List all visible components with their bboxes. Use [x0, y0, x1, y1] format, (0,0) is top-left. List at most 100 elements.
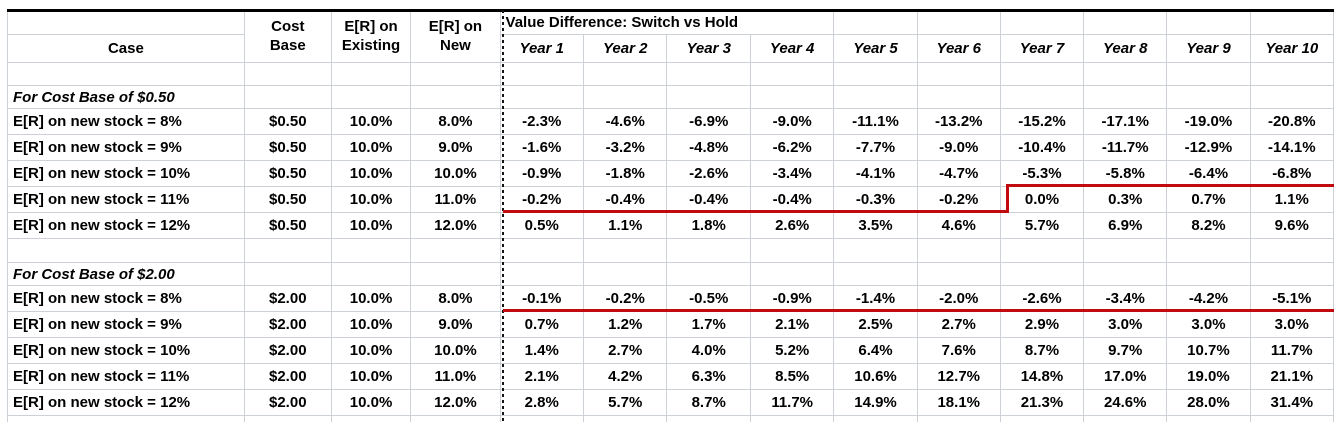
- cost-base-cell[interactable]: $2.00: [243, 311, 332, 338]
- value-cell-year-1[interactable]: 0.7%: [499, 311, 585, 338]
- value-cell-year-10[interactable]: -20.8%: [1249, 108, 1334, 135]
- empty-cell[interactable]: [1083, 262, 1168, 286]
- empty-cell[interactable]: [666, 415, 751, 422]
- value-cell-year-7[interactable]: 2.9%: [999, 311, 1085, 338]
- header-year-2[interactable]: Year 2: [582, 34, 668, 63]
- value-cell-year-5[interactable]: -11.1%: [833, 108, 918, 135]
- er-new-cell[interactable]: 9.0%: [410, 134, 501, 161]
- value-cell-year-5[interactable]: -0.3%: [833, 186, 918, 213]
- empty-cell[interactable]: [916, 415, 1001, 422]
- case-cell[interactable]: E[R] on new stock = 9%: [7, 134, 245, 161]
- empty-cell[interactable]: [833, 238, 918, 263]
- er-new-cell[interactable]: 8.0%: [410, 285, 501, 312]
- cost-base-cell[interactable]: $0.50: [243, 212, 332, 239]
- cost-base-cell[interactable]: $0.50: [243, 160, 332, 187]
- value-cell-year-2[interactable]: 1.1%: [582, 212, 668, 239]
- value-cell-year-1[interactable]: -2.3%: [499, 108, 585, 135]
- er-existing-cell[interactable]: 10.0%: [330, 363, 412, 390]
- cost-base-cell[interactable]: $2.00: [243, 337, 332, 364]
- value-cell-year-3[interactable]: -0.5%: [666, 285, 751, 312]
- empty-cell[interactable]: [7, 238, 245, 263]
- empty-header-cell[interactable]: [1166, 10, 1251, 35]
- value-cell-year-1[interactable]: 2.8%: [499, 389, 585, 416]
- value-cell-year-8[interactable]: 24.6%: [1083, 389, 1168, 416]
- value-cell-year-9[interactable]: 19.0%: [1166, 363, 1251, 390]
- er-new-cell[interactable]: 12.0%: [410, 212, 501, 239]
- value-cell-year-3[interactable]: 8.7%: [666, 389, 751, 416]
- value-cell-year-2[interactable]: 5.7%: [582, 389, 668, 416]
- value-cell-year-3[interactable]: 6.3%: [666, 363, 751, 390]
- value-cell-year-1[interactable]: 1.4%: [499, 337, 585, 364]
- value-cell-year-1[interactable]: 0.5%: [499, 212, 585, 239]
- value-cell-year-10[interactable]: -6.8%: [1249, 160, 1334, 187]
- empty-header-cell[interactable]: [1249, 10, 1334, 35]
- empty-cell[interactable]: [499, 415, 585, 422]
- case-cell[interactable]: E[R] on new stock = 10%: [7, 160, 245, 187]
- value-cell-year-10[interactable]: -5.1%: [1249, 285, 1334, 312]
- value-cell-year-4[interactable]: -9.0%: [749, 108, 835, 135]
- er-new-cell[interactable]: 10.0%: [410, 337, 501, 364]
- er-existing-cell[interactable]: 10.0%: [330, 108, 412, 135]
- empty-cell[interactable]: [833, 415, 918, 422]
- value-cell-year-2[interactable]: -4.6%: [582, 108, 668, 135]
- value-cell-year-8[interactable]: -3.4%: [1083, 285, 1168, 312]
- value-cell-year-7[interactable]: 14.8%: [999, 363, 1085, 390]
- value-cell-year-10[interactable]: 9.6%: [1249, 212, 1334, 239]
- value-cell-year-8[interactable]: -11.7%: [1083, 134, 1168, 161]
- cost-base-cell[interactable]: $0.50: [243, 108, 332, 135]
- empty-cell[interactable]: [499, 262, 585, 286]
- empty-header-cell[interactable]: [1083, 10, 1168, 35]
- case-cell[interactable]: E[R] on new stock = 11%: [7, 186, 245, 213]
- er-existing-cell[interactable]: 10.0%: [330, 337, 412, 364]
- empty-cell[interactable]: [749, 62, 835, 86]
- value-cell-year-7[interactable]: 0.0%: [999, 186, 1085, 213]
- er-existing-cell[interactable]: 10.0%: [330, 285, 412, 312]
- empty-header-cell[interactable]: [999, 10, 1085, 35]
- empty-cell[interactable]: [749, 415, 835, 422]
- value-cell-year-9[interactable]: 3.0%: [1166, 311, 1251, 338]
- er-existing-cell[interactable]: 10.0%: [330, 186, 412, 213]
- value-cell-year-6[interactable]: -4.7%: [916, 160, 1001, 187]
- value-cell-year-5[interactable]: -1.4%: [833, 285, 918, 312]
- er-new-cell[interactable]: 10.0%: [410, 160, 501, 187]
- value-cell-year-3[interactable]: -0.4%: [666, 186, 751, 213]
- er-new-cell[interactable]: 11.0%: [410, 363, 501, 390]
- case-cell[interactable]: E[R] on new stock = 8%: [7, 108, 245, 135]
- value-cell-year-1[interactable]: -1.6%: [499, 134, 585, 161]
- value-cell-year-6[interactable]: 12.7%: [916, 363, 1001, 390]
- case-cell[interactable]: E[R] on new stock = 10%: [7, 337, 245, 364]
- value-cell-year-9[interactable]: -12.9%: [1166, 134, 1251, 161]
- header-year-8[interactable]: Year 8: [1083, 34, 1168, 63]
- cost-base-cell[interactable]: $2.00: [243, 285, 332, 312]
- section-title-cell[interactable]: For Cost Base of $2.00: [7, 262, 245, 286]
- value-cell-year-5[interactable]: 3.5%: [833, 212, 918, 239]
- empty-cell[interactable]: [916, 262, 1001, 286]
- empty-cell[interactable]: [499, 85, 585, 109]
- value-cell-year-4[interactable]: 2.6%: [749, 212, 835, 239]
- empty-cell[interactable]: [749, 85, 835, 109]
- value-cell-year-2[interactable]: 2.7%: [582, 337, 668, 364]
- empty-cell[interactable]: [833, 262, 918, 286]
- empty-cell[interactable]: [1249, 262, 1334, 286]
- value-cell-year-9[interactable]: -4.2%: [1166, 285, 1251, 312]
- empty-cell[interactable]: [1166, 415, 1251, 422]
- value-cell-year-7[interactable]: 21.3%: [999, 389, 1085, 416]
- empty-cell[interactable]: [666, 262, 751, 286]
- er-new-cell[interactable]: 9.0%: [410, 311, 501, 338]
- case-cell[interactable]: E[R] on new stock = 9%: [7, 311, 245, 338]
- header-er-existing[interactable]: E[R] on Existing: [330, 10, 412, 63]
- value-cell-year-3[interactable]: 1.7%: [666, 311, 751, 338]
- empty-cell[interactable]: [330, 415, 412, 422]
- header-case[interactable]: Case: [7, 34, 245, 63]
- value-cell-year-1[interactable]: -0.9%: [499, 160, 585, 187]
- header-case-empty-cell[interactable]: [7, 10, 245, 35]
- case-cell[interactable]: E[R] on new stock = 11%: [7, 363, 245, 390]
- value-cell-year-1[interactable]: -0.2%: [499, 186, 585, 213]
- value-cell-year-2[interactable]: -0.2%: [582, 285, 668, 312]
- empty-cell[interactable]: [999, 415, 1085, 422]
- empty-cell[interactable]: [582, 262, 668, 286]
- value-cell-year-7[interactable]: -15.2%: [999, 108, 1085, 135]
- empty-cell[interactable]: [1249, 85, 1334, 109]
- case-cell[interactable]: E[R] on new stock = 12%: [7, 389, 245, 416]
- cost-base-cell[interactable]: $0.50: [243, 186, 332, 213]
